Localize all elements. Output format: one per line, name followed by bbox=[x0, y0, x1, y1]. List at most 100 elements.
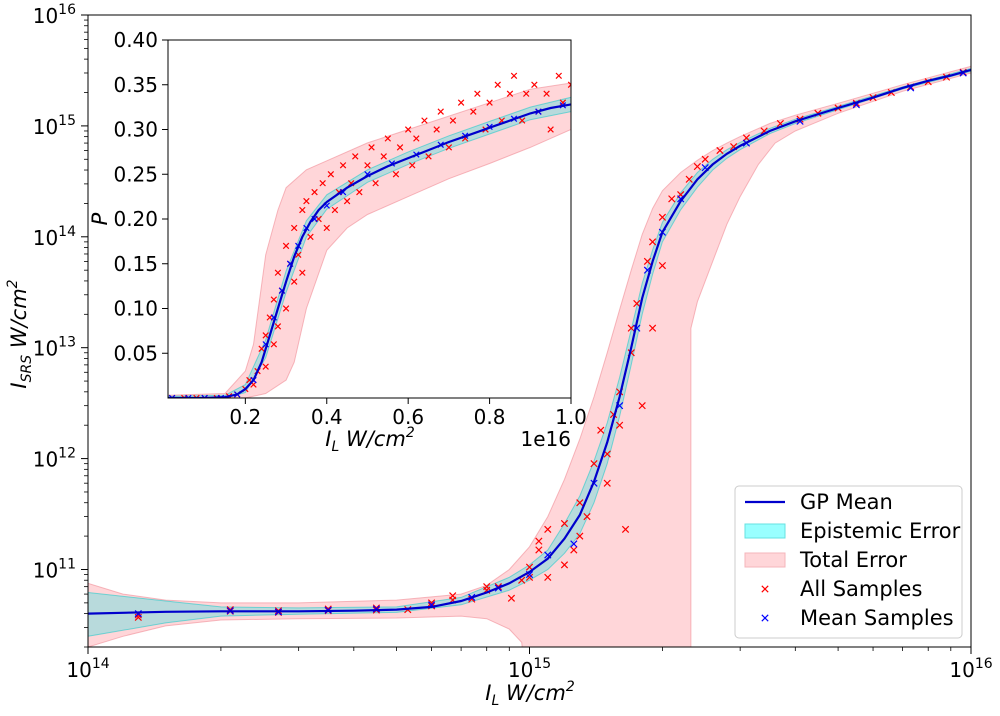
epistemic-error-band bbox=[88, 67, 971, 637]
all-sample-marker bbox=[483, 583, 491, 591]
inset-y-tick-label: 0.35 bbox=[113, 73, 158, 97]
all-sample-marker bbox=[576, 532, 584, 540]
all-sample-marker bbox=[570, 546, 578, 554]
all-sample-marker bbox=[576, 499, 584, 507]
inset-ticks: 0.2 0.4 0.6 0.8 1.0 0.05 0.10 0.15 0.20 0.25 0.30 0… bbox=[113, 28, 586, 429]
inset-all-sample-marker bbox=[262, 332, 269, 339]
inset-y-tick-label: 0.10 bbox=[113, 297, 158, 321]
inset-all-sample-marker bbox=[262, 363, 269, 370]
legend-label: Epistemic Error bbox=[800, 519, 961, 543]
legend-swatch-patch bbox=[744, 523, 786, 539]
all-sample-marker bbox=[627, 324, 635, 332]
inset-background bbox=[168, 40, 571, 398]
inset-all-sample-marker bbox=[343, 197, 351, 205]
inset-all-sample-marker bbox=[299, 206, 306, 214]
legend-label: Total Error bbox=[799, 548, 907, 572]
inset-all-sample-marker bbox=[437, 108, 444, 115]
all-sample-marker bbox=[658, 213, 667, 221]
legend-label: Mean Samples bbox=[800, 606, 954, 630]
inset-y-tick-label: 0.40 bbox=[113, 28, 158, 52]
inset-all-sample-marker bbox=[282, 305, 290, 312]
inset-all-sample-marker bbox=[518, 117, 526, 124]
inset-all-sample-marker bbox=[307, 233, 314, 241]
inset-all-sample-marker bbox=[356, 188, 363, 196]
y-tick-label: 1016 bbox=[33, 2, 76, 28]
all-sample-marker bbox=[693, 162, 701, 171]
all-sample-marker bbox=[648, 324, 657, 332]
inset-y-tick-label: 0.20 bbox=[113, 207, 158, 231]
inset-all-sample-marker bbox=[290, 224, 298, 232]
inset-x-tick-label: 1.0 bbox=[555, 405, 587, 429]
y-tick-label: 1012 bbox=[33, 446, 76, 472]
all-sample-marker bbox=[535, 537, 543, 545]
inset-x-tick-label: 0.6 bbox=[392, 405, 424, 429]
gp-mean-line bbox=[88, 68, 971, 615]
all-sample-marker bbox=[742, 134, 751, 142]
all-sample-marker bbox=[638, 402, 646, 410]
inset-all-sample-marker bbox=[290, 278, 298, 285]
all-sample-marker bbox=[603, 479, 611, 487]
x-tick-label: 1015 bbox=[508, 656, 551, 682]
inset-all-sample-marker bbox=[311, 188, 318, 196]
inset-all-sample-marker bbox=[299, 269, 306, 276]
inset-all-sample-marker bbox=[372, 179, 379, 187]
inset-all-sample-marker bbox=[384, 135, 392, 142]
inset-x-offset-label: 1e16 bbox=[521, 427, 571, 451]
legend-label: GP Mean bbox=[800, 490, 893, 514]
all-sample-marker bbox=[633, 299, 641, 308]
all-sample-marker bbox=[427, 599, 436, 607]
all-sample-marker bbox=[716, 146, 724, 155]
mean-sample-marker bbox=[570, 540, 578, 548]
y-tick-label: 1014 bbox=[33, 224, 76, 250]
all-sample-marker bbox=[583, 512, 591, 521]
x-tick-label: 1014 bbox=[66, 656, 109, 682]
all-sample-marker bbox=[668, 195, 676, 203]
all-sample-marker bbox=[597, 426, 605, 434]
inset-all-sample-marker bbox=[364, 162, 371, 169]
inset-all-sample-marker bbox=[445, 144, 453, 151]
all-sample-marker bbox=[658, 261, 667, 270]
inset-mean-sample-marker bbox=[185, 394, 192, 398]
inset-all-sample-marker bbox=[339, 162, 347, 169]
inset-all-sample-marker bbox=[506, 90, 514, 97]
inset-all-sample-marker bbox=[319, 179, 326, 187]
inset-sample-markers bbox=[168, 72, 571, 398]
inset-all-sample-marker bbox=[352, 153, 359, 160]
inset-all-sample-marker bbox=[409, 162, 416, 169]
inset-all-sample-marker bbox=[567, 81, 571, 88]
inset-all-sample-marker bbox=[555, 72, 563, 80]
total-error-band bbox=[88, 65, 971, 647]
main-y-axis-label: ISRS W/cm2 bbox=[5, 279, 35, 388]
inset-all-sample-marker bbox=[522, 90, 530, 97]
inset-y-tick-label: 0.25 bbox=[113, 162, 158, 186]
inset-y-axis-label: P bbox=[88, 212, 112, 225]
all-sample-marker bbox=[685, 175, 693, 183]
y-tick-label: 1013 bbox=[33, 335, 76, 361]
legend-box bbox=[734, 485, 963, 639]
inset-x-axis-label: IL W/cm2 bbox=[325, 425, 415, 455]
inset-all-sample-marker bbox=[274, 323, 282, 330]
all-sample-marker bbox=[590, 460, 598, 468]
inset-x-tick-label: 0.2 bbox=[229, 405, 261, 429]
y-tick-label: 1015 bbox=[33, 113, 76, 139]
inset-all-sample-marker bbox=[323, 224, 330, 232]
main-gp-mean bbox=[88, 68, 971, 615]
inset-y-tick-label: 0.15 bbox=[113, 252, 158, 276]
all-sample-marker bbox=[525, 573, 534, 581]
main-x-axis-label: IL W/cm2 bbox=[485, 679, 575, 709]
all-sample-marker bbox=[615, 421, 624, 429]
all-sample-marker bbox=[535, 546, 543, 554]
main-error-bands bbox=[88, 65, 971, 647]
inset-all-sample-marker bbox=[282, 242, 290, 250]
y-tick-label: 1011 bbox=[33, 556, 76, 582]
inset-all-sample-marker bbox=[421, 117, 428, 124]
all-sample-marker bbox=[449, 592, 457, 600]
inset-all-sample-marker bbox=[449, 117, 457, 124]
legend-swatch-marker bbox=[761, 614, 769, 622]
legend-swatch-marker bbox=[761, 585, 769, 593]
x-tick-label: 1016 bbox=[949, 656, 992, 682]
inset-epistemic-error-band bbox=[168, 96, 571, 398]
inset-all-sample-marker bbox=[270, 296, 278, 303]
